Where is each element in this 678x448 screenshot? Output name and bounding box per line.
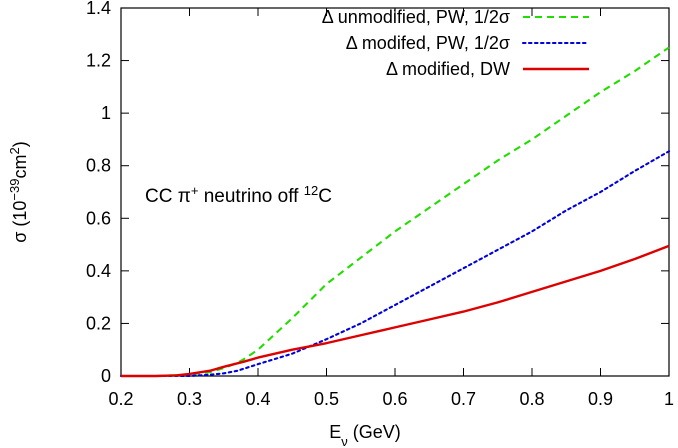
chart-annotation-superscript-2: 12 bbox=[304, 183, 318, 198]
x-axis-label-main: E bbox=[329, 422, 341, 442]
legend-label-3: Δ modified, DW bbox=[386, 59, 510, 79]
legend-label-1: Δ unmodified, PW, 1/2σ bbox=[322, 7, 510, 27]
y-tick-label: 1 bbox=[101, 103, 111, 123]
label-layer: Eν (GeV) σ (10−39cm2) CC π+ neutrino off 1… bbox=[7, 141, 401, 448]
series-layer bbox=[119, 46, 671, 378]
y-tick-label: 0.4 bbox=[86, 261, 111, 281]
y-axis-label-superscript-2: 2 bbox=[7, 147, 22, 154]
x-tick-label: 0.6 bbox=[382, 389, 407, 409]
x-tick-label: 0.5 bbox=[314, 389, 339, 409]
y-axis-label: σ (10−39cm2) bbox=[7, 141, 31, 242]
x-axis-label-subscript: ν bbox=[341, 434, 348, 448]
x-axis-label-rest: (GeV) bbox=[348, 422, 401, 442]
x-tick-label: 0.3 bbox=[177, 389, 202, 409]
chart-annotation: CC π+ neutrino off 12C bbox=[145, 183, 332, 208]
x-tick-label: 0.8 bbox=[519, 389, 544, 409]
y-axis-label-end: ) bbox=[10, 141, 30, 147]
legend-label-2: Δ modifed, PW, 1/2σ bbox=[346, 33, 510, 53]
legend-layer: Δ unmodified, PW, 1/2σ Δ modifed, PW, 1/2… bbox=[322, 7, 591, 79]
y-tick-label: 0.2 bbox=[86, 313, 111, 333]
x-axis-label: Eν (GeV) bbox=[329, 422, 401, 448]
x-tick-label: 0.2 bbox=[108, 389, 133, 409]
x-tick-label: 0.4 bbox=[245, 389, 270, 409]
chart-annotation-middle: neutrino off bbox=[198, 186, 303, 207]
chart-annotation-prefix: CC π bbox=[145, 186, 191, 207]
y-tick-label: 1.4 bbox=[86, 0, 111, 18]
y-tick-label: 0.8 bbox=[86, 156, 111, 176]
series-line-2 bbox=[119, 150, 671, 378]
tick-layer: 0.2 0.3 0.4 0.5 0.6 0.7 0.8 0.9 1 0 0.2 0.4 0.6 0.8 1 1… bbox=[86, 0, 674, 409]
y-axis-label-main: σ (10 bbox=[10, 201, 30, 243]
y-tick-label: 0 bbox=[101, 366, 111, 386]
y-tick-label: 0.6 bbox=[86, 208, 111, 228]
x-tick-label: 0.7 bbox=[451, 389, 476, 409]
y-tick-label: 1.2 bbox=[86, 51, 111, 71]
series-line-3 bbox=[121, 244, 670, 378]
x-tick-label: 0.9 bbox=[588, 389, 613, 409]
chart-annotation-superscript-1: + bbox=[191, 183, 199, 198]
y-axis-label-superscript-1: −39 bbox=[7, 179, 22, 201]
chart-annotation-suffix: C bbox=[318, 186, 332, 207]
x-tick-label: 1 bbox=[664, 389, 674, 409]
y-axis-label-mid: cm bbox=[10, 155, 30, 179]
